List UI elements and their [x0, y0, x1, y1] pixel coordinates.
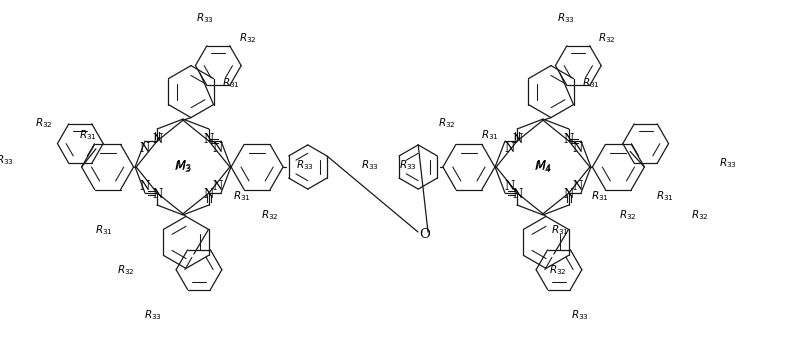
Text: N: N: [505, 180, 515, 192]
Text: $R_{32}$: $R_{32}$: [35, 116, 53, 130]
Text: N: N: [505, 142, 515, 155]
Text: $R_{32}$: $R_{32}$: [691, 208, 709, 222]
Text: $R_{31}$: $R_{31}$: [551, 223, 569, 237]
Text: $R_{31}$: $R_{31}$: [222, 76, 240, 90]
Text: $M_4$: $M_4$: [534, 158, 551, 174]
Text: N: N: [140, 142, 150, 155]
Text: $R_{31}$: $R_{31}$: [591, 189, 609, 203]
Text: $M_3$: $M_3$: [174, 159, 192, 175]
Text: N: N: [152, 188, 162, 201]
Text: $R_{33}$: $R_{33}$: [399, 158, 417, 172]
Text: N: N: [573, 180, 583, 192]
Text: N: N: [213, 142, 223, 155]
Text: $R_{33}$: $R_{33}$: [196, 11, 214, 25]
Text: O: O: [419, 229, 430, 242]
Text: $R_{32}$: $R_{32}$: [619, 208, 637, 222]
Text: N: N: [573, 142, 583, 155]
Text: $R_{33}$: $R_{33}$: [361, 158, 379, 172]
Text: $R_{32}$: $R_{32}$: [598, 31, 616, 45]
Text: $R_{33}$: $R_{33}$: [144, 308, 162, 322]
Text: $R_{31}$: $R_{31}$: [95, 223, 113, 237]
Text: $R_{33}$: $R_{33}$: [296, 158, 314, 172]
Text: $M_4$: $M_4$: [534, 159, 552, 175]
Text: N: N: [204, 133, 214, 145]
Text: N: N: [564, 133, 574, 145]
Text: N: N: [204, 188, 214, 201]
Text: N: N: [512, 133, 522, 145]
Text: N: N: [512, 188, 522, 201]
Text: $R_{33}$: $R_{33}$: [719, 156, 737, 170]
Text: $R_{31}$: $R_{31}$: [582, 76, 600, 90]
Text: $R_{32}$: $R_{32}$: [117, 263, 135, 277]
Text: $R_{31}$: $R_{31}$: [481, 128, 499, 142]
Text: $R_{32}$: $R_{32}$: [549, 263, 567, 277]
Text: $R_{31}$: $R_{31}$: [233, 189, 251, 203]
Text: N: N: [564, 188, 574, 201]
Text: $R_{33}$: $R_{33}$: [0, 153, 14, 167]
Text: $R_{31}$: $R_{31}$: [79, 128, 97, 142]
Text: N: N: [152, 133, 162, 145]
Text: N: N: [213, 180, 223, 192]
Text: $M_3$: $M_3$: [174, 158, 191, 174]
Text: $R_{32}$: $R_{32}$: [239, 31, 257, 45]
Text: $R_{32}$: $R_{32}$: [261, 208, 279, 222]
Text: $R_{33}$: $R_{33}$: [571, 308, 589, 322]
Text: N: N: [140, 180, 150, 192]
Text: $R_{33}$: $R_{33}$: [557, 11, 575, 25]
Text: $R_{32}$: $R_{32}$: [438, 116, 456, 130]
Text: $R_{31}$: $R_{31}$: [656, 189, 674, 203]
